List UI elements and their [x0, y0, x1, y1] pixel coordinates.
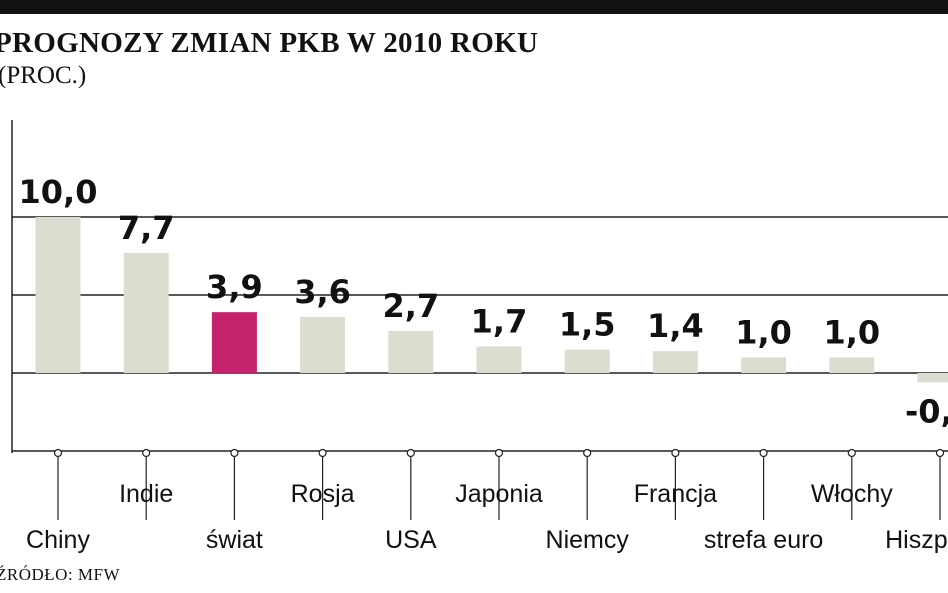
- bar: [300, 316, 346, 373]
- category-label: świat: [206, 526, 263, 554]
- bar: [388, 330, 434, 373]
- value-label: -0,6: [905, 392, 948, 430]
- category-label: Francja: [634, 480, 717, 508]
- bar: [35, 217, 81, 373]
- category-label: Niemcy: [546, 526, 630, 554]
- tick-dot: [935, 448, 945, 458]
- value-label: 1,5: [559, 306, 616, 344]
- tick-dot: [142, 448, 151, 458]
- top-bar: [0, 0, 948, 14]
- chart-title: PROGNOZY ZMIAN PKB W 2010 ROKU: [0, 27, 539, 59]
- tick-dot: [406, 448, 415, 458]
- value-label: 2,7: [382, 287, 439, 325]
- category-labels: Chiny Indie świat Rosja USA JaponiaNiemcyFran…: [26, 480, 948, 554]
- tick-dot: [583, 448, 592, 458]
- category-label: Rosja: [291, 480, 355, 508]
- bar: [211, 312, 257, 373]
- bar: [917, 373, 948, 383]
- bar: [564, 349, 610, 373]
- category-ticks: [53, 448, 945, 520]
- tick-dot: [847, 448, 856, 458]
- value-label: 3,6: [294, 273, 351, 311]
- tick-dot: [318, 448, 327, 458]
- tick-dot: [759, 448, 768, 458]
- value-label: 1,0: [735, 313, 792, 351]
- value-labels: 10,0 7,7 3,9 3,6 2,7 1,7 1,5 1,4 1,0 1,0 -0,6: [19, 173, 948, 430]
- value-label: 1,7: [471, 302, 528, 340]
- bars: [35, 217, 948, 383]
- bar: [829, 357, 875, 373]
- value-label: 3,9: [206, 268, 263, 306]
- tick-dot: [53, 448, 63, 458]
- category-label: Włochy: [811, 480, 893, 508]
- tick-dot: [494, 448, 504, 458]
- bar: [652, 351, 698, 373]
- value-label: 10,0: [19, 173, 98, 211]
- category-label: strefa euro: [704, 526, 824, 554]
- chart-subtitle: (PROC.): [0, 62, 87, 89]
- value-label: 1,4: [647, 307, 704, 345]
- category-label: Indie: [119, 480, 173, 508]
- bar: [123, 252, 169, 373]
- bar: [476, 346, 522, 373]
- value-label: 7,7: [118, 209, 175, 247]
- category-label: USA: [385, 526, 437, 554]
- source-note: ŹRÓDŁO: MFW: [0, 565, 121, 584]
- value-label: 1,0: [823, 313, 880, 351]
- category-label: Chiny: [26, 526, 90, 554]
- category-label: Hiszpania: [885, 526, 948, 554]
- category-label: Japonia: [455, 480, 543, 508]
- bar: [741, 357, 787, 373]
- tick-dot: [230, 448, 239, 458]
- tick-dot: [671, 448, 680, 458]
